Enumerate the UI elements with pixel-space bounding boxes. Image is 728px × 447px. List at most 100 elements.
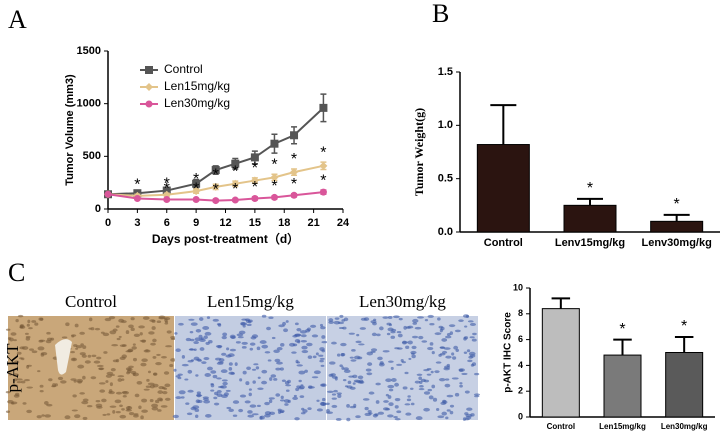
cell-nucleus (366, 372, 373, 376)
cell-nucleus (405, 326, 411, 329)
cell-nucleus (102, 413, 107, 416)
cell-nucleus (249, 347, 254, 351)
cell-nucleus (331, 393, 337, 396)
cell-nucleus (39, 389, 44, 393)
cell-nucleus (279, 367, 284, 371)
cell-nucleus (418, 376, 423, 380)
cell-nucleus (195, 374, 199, 377)
cell-nucleus (339, 364, 343, 368)
cell-nucleus (335, 417, 342, 421)
y-tick-label: 500 (83, 150, 101, 162)
cell-nucleus (326, 390, 334, 393)
cell-nucleus (316, 408, 323, 412)
legend-label: Len30mg/kg (164, 96, 230, 110)
cell-nucleus (458, 368, 464, 372)
error-bar (577, 197, 603, 206)
cell-nucleus (336, 353, 341, 357)
cell-nucleus (333, 320, 341, 325)
cell-nucleus (393, 416, 398, 419)
cell-nucleus (426, 368, 432, 371)
cell-nucleus (281, 379, 286, 382)
cell-nucleus (415, 416, 423, 421)
cell-nucleus (148, 331, 155, 335)
cell-nucleus (110, 373, 115, 377)
cell-nucleus (407, 340, 413, 345)
cell-nucleus (427, 388, 433, 392)
cell-nucleus (253, 363, 259, 366)
cell-nucleus (404, 403, 411, 406)
cell-nucleus (229, 334, 236, 339)
cell-nucleus (213, 402, 220, 406)
cell-nucleus (143, 388, 150, 391)
data-point (290, 131, 299, 140)
cell-nucleus (175, 375, 181, 378)
cell-nucleus (151, 326, 156, 330)
cell-nucleus (190, 359, 195, 362)
cell-nucleus (115, 391, 123, 395)
cell-nucleus (102, 332, 110, 337)
cell-nucleus (90, 376, 97, 380)
x-tick-label: 21 (308, 217, 320, 229)
cell-nucleus (240, 322, 248, 326)
cell-nucleus (419, 384, 424, 388)
cell-nucleus (464, 390, 470, 394)
cell-nucleus (79, 392, 85, 395)
cell-nucleus (301, 345, 308, 350)
cell-nucleus (165, 345, 173, 348)
cell-nucleus (443, 347, 451, 350)
cell-nucleus (444, 378, 450, 381)
cell-nucleus (441, 411, 447, 416)
cell-nucleus (197, 399, 203, 404)
cell-nucleus (407, 395, 411, 398)
panel-label: A (8, 5, 27, 34)
cell-nucleus (356, 333, 360, 337)
cell-nucleus (367, 362, 373, 366)
data-point (231, 196, 239, 204)
x-tick-label: Control (484, 237, 523, 249)
cell-nucleus (300, 340, 308, 343)
cell-nucleus (446, 394, 454, 398)
cell-nucleus (257, 376, 261, 379)
cell-nucleus (400, 358, 404, 363)
cell-nucleus (387, 384, 395, 389)
cell-nucleus (245, 381, 250, 386)
cell-nucleus (203, 399, 211, 404)
data-point (251, 194, 259, 202)
cell-nucleus (412, 318, 419, 323)
cell-nucleus (434, 370, 440, 374)
cell-nucleus (170, 358, 176, 362)
cell-nucleus (443, 367, 451, 371)
cell-nucleus (426, 373, 432, 376)
cell-nucleus (385, 407, 391, 411)
cell-nucleus (454, 392, 460, 397)
cell-nucleus (316, 399, 320, 402)
cell-nucleus (412, 322, 418, 325)
cell-nucleus (130, 327, 135, 332)
cell-nucleus (8, 337, 14, 342)
cell-nucleus (307, 385, 313, 389)
cell-nucleus (388, 388, 394, 392)
cell-nucleus (199, 338, 206, 343)
cell-nucleus (115, 410, 121, 414)
bar (563, 204, 617, 233)
cell-nucleus (164, 383, 171, 388)
data-point (290, 168, 299, 177)
cell-nucleus (266, 326, 271, 331)
y-tick-label: 10 (513, 282, 523, 292)
cell-nucleus (273, 349, 280, 353)
y-axis-title: Tumor Weight(g) (412, 108, 426, 196)
cell-nucleus (247, 414, 254, 418)
cell-nucleus (188, 318, 195, 321)
data-point (133, 194, 141, 202)
cell-nucleus (438, 325, 443, 329)
significance-label: * (587, 180, 593, 197)
x-tick-label: 0 (105, 217, 111, 229)
cell-nucleus (346, 417, 351, 422)
data-point (319, 188, 327, 196)
cell-nucleus (394, 382, 399, 387)
cell-nucleus (145, 385, 152, 388)
cell-nucleus (143, 349, 151, 353)
cell-nucleus (385, 378, 392, 383)
bar (650, 220, 704, 233)
cell-nucleus (370, 348, 378, 352)
